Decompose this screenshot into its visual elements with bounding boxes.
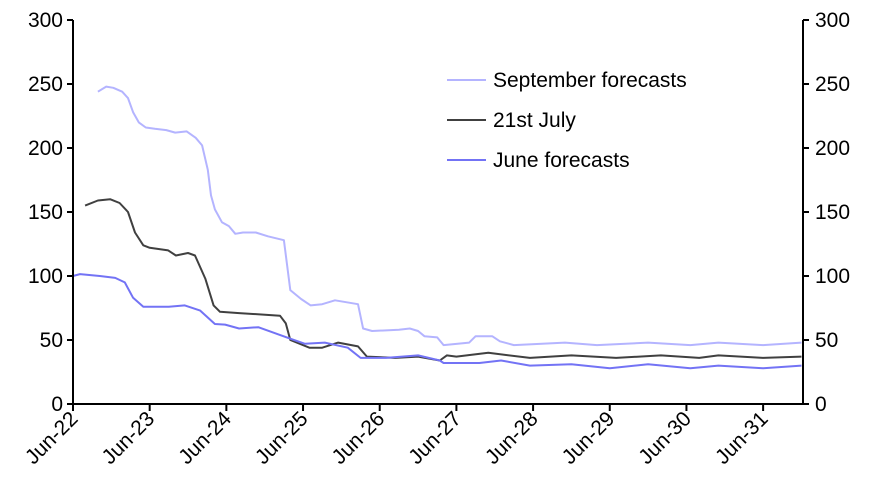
- y-tick-label-right: 100: [815, 265, 850, 288]
- x-tick-label: Jun-31: [711, 407, 773, 469]
- series-line-2: [72, 273, 802, 370]
- x-tick-label: Jun-22: [21, 407, 83, 469]
- x-tick-label: Jun-25: [251, 407, 313, 469]
- y-tick-label-right: 150: [815, 201, 850, 224]
- series-line-1: [84, 198, 802, 362]
- y-tick-label-right: 200: [815, 137, 850, 160]
- legend-label-0: September forecasts: [493, 69, 687, 92]
- series-line-0: [97, 85, 802, 347]
- x-tick-label: Jun-23: [98, 407, 160, 469]
- y-tick-label-left: 150: [28, 201, 63, 224]
- x-tick-label: Jun-27: [404, 407, 466, 469]
- x-tick-label: Jun-28: [481, 407, 543, 469]
- y-tick-label-left: 250: [28, 73, 63, 96]
- y-tick-label-right: 0: [815, 393, 827, 416]
- series-layer: [72, 85, 802, 370]
- y-tick-label-left: 200: [28, 137, 63, 160]
- y-tick-label-left: 50: [40, 329, 63, 352]
- x-tick-label: Jun-29: [558, 407, 620, 469]
- x-tick-label: Jun-26: [328, 407, 390, 469]
- y-tick-label-left: 300: [28, 9, 63, 32]
- y-tick-label-right: 50: [815, 329, 838, 352]
- x-tick-label: Jun-24: [174, 407, 236, 469]
- y-tick-label-right: 300: [815, 9, 850, 32]
- x-tick-label: Jun-30: [634, 407, 696, 469]
- y-tick-label-right: 250: [815, 73, 850, 96]
- y-tick-label-left: 100: [28, 265, 63, 288]
- y-tick-label-left: 0: [51, 393, 63, 416]
- legend-label-1: 21st July: [493, 109, 576, 132]
- axes-layer: 0 0 50 50 100 100 150 150 200 200 250 250 300 300 Jun-…: [21, 9, 850, 469]
- legend-label-2: June forecasts: [493, 149, 630, 172]
- legend: September forecasts 21st July June forecas…: [447, 69, 687, 172]
